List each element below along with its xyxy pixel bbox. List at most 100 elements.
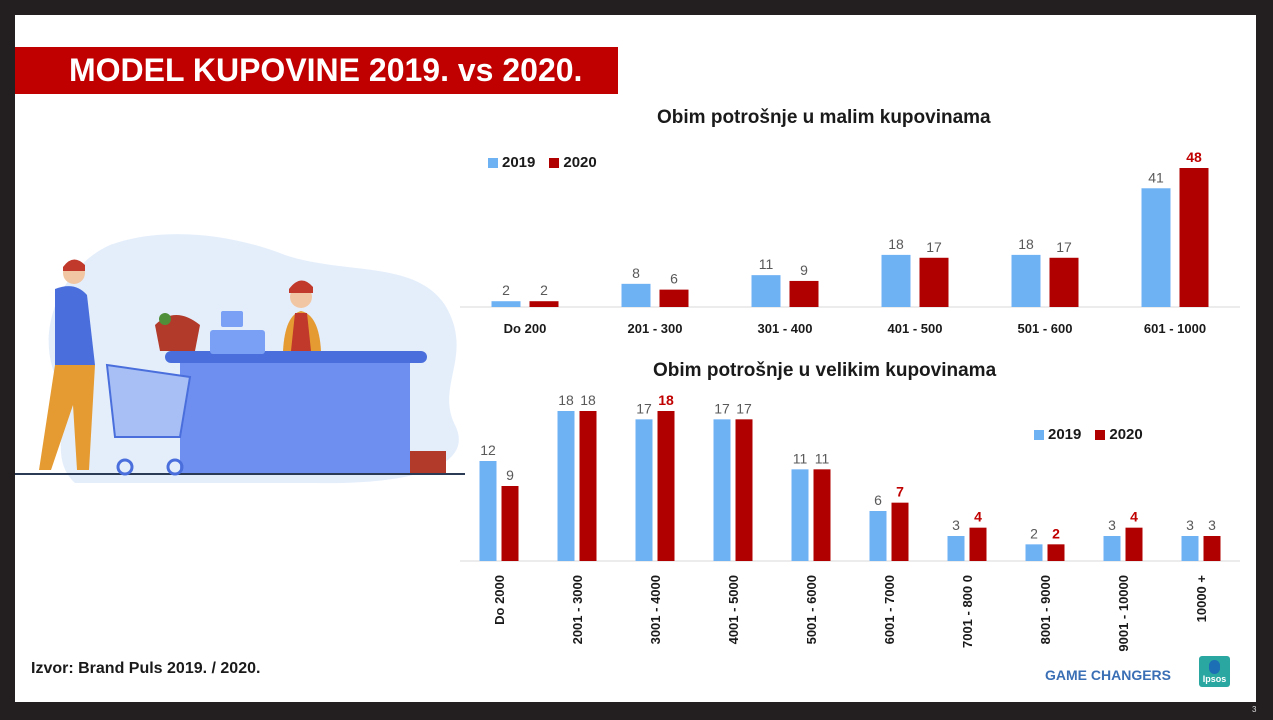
bar-2020 bbox=[919, 257, 949, 307]
x-tick-label: 6001 - 7000 bbox=[882, 575, 897, 644]
bar-2019 bbox=[1181, 536, 1199, 561]
data-label: 12 bbox=[480, 442, 496, 458]
bar-2020 bbox=[657, 411, 675, 561]
bar-2019 bbox=[1103, 536, 1121, 561]
x-tick-label: 7001 - 800 0 bbox=[960, 575, 975, 648]
data-label: 18 bbox=[558, 392, 574, 408]
data-label: 18 bbox=[658, 392, 674, 408]
data-label: 3 bbox=[1108, 517, 1116, 533]
x-tick-label: 9001 - 10000 bbox=[1116, 575, 1131, 652]
bar-2020 bbox=[891, 502, 909, 561]
data-label: 11 bbox=[815, 450, 830, 466]
chart-large-purchases: 12 9 Do 2000 18 18 2001 - 3000 17 18 3001 - 4000… bbox=[460, 392, 1240, 652]
chart-large-legend: 2019 2020 bbox=[1034, 426, 1157, 443]
ipsos-logo: Ipsos bbox=[1199, 656, 1230, 687]
bar-2020 bbox=[813, 469, 831, 561]
data-label: 9 bbox=[506, 467, 514, 483]
bar-2019 bbox=[881, 254, 911, 307]
x-tick-label: 401 - 500 bbox=[888, 321, 943, 336]
bar-2019 bbox=[621, 283, 651, 307]
x-tick-label: 5001 - 6000 bbox=[804, 575, 819, 644]
bar-2020 bbox=[501, 486, 519, 561]
chart-small-legend: 2019 2020 bbox=[488, 154, 611, 171]
data-label: 4 bbox=[974, 509, 982, 525]
bar-2020 bbox=[1047, 544, 1065, 561]
game-changers-text: GAME CHANGERS bbox=[1045, 667, 1172, 683]
data-label: 3 bbox=[1208, 517, 1216, 533]
data-label: 7 bbox=[896, 484, 904, 500]
bar-2020 bbox=[969, 527, 987, 561]
legend-label-2019: 2019 bbox=[502, 154, 536, 171]
bar-2020 bbox=[1125, 527, 1143, 561]
data-label: 11 bbox=[793, 450, 808, 466]
data-label: 17 bbox=[926, 239, 942, 255]
data-label: 2 bbox=[1052, 525, 1060, 541]
x-tick-label: 601 - 1000 bbox=[1144, 321, 1206, 336]
x-tick-label: 10000 + bbox=[1194, 575, 1209, 623]
data-label: 18 bbox=[888, 236, 904, 252]
legend-swatch-2019 bbox=[1034, 429, 1044, 440]
bar-2020 bbox=[1049, 257, 1079, 307]
title-banner: MODEL KUPOVINE 2019. vs 2020. bbox=[15, 47, 618, 94]
data-label: 9 bbox=[800, 262, 808, 278]
data-label: 18 bbox=[1018, 236, 1034, 252]
legend-label-2019: 2019 bbox=[1048, 426, 1082, 443]
data-label: 17 bbox=[714, 400, 730, 416]
chart-small-purchases: 2 2 Do 200 8 6 201 - 300 11 9 301 - 400 18 17 401 -… bbox=[460, 149, 1240, 336]
bar-2019 bbox=[947, 536, 965, 561]
bar-2019 bbox=[713, 419, 731, 561]
bar-2019 bbox=[1011, 254, 1041, 307]
bar-2019 bbox=[1025, 544, 1043, 561]
data-label: 41 bbox=[1148, 169, 1164, 185]
x-tick-label: 2001 - 3000 bbox=[570, 575, 585, 644]
data-label: 2 bbox=[540, 282, 548, 298]
data-label: 3 bbox=[1186, 517, 1194, 533]
x-tick-label: 301 - 400 bbox=[758, 321, 813, 336]
bar-2019 bbox=[491, 301, 521, 307]
bar-2019 bbox=[751, 275, 781, 307]
x-tick-label: 8001 - 9000 bbox=[1038, 575, 1053, 644]
data-label: 8 bbox=[632, 265, 640, 281]
bar-2019 bbox=[791, 469, 809, 561]
data-label: 3 bbox=[952, 517, 960, 533]
bar-2020 bbox=[1203, 536, 1221, 561]
page-title: MODEL KUPOVINE 2019. vs 2020. bbox=[69, 52, 583, 88]
bar-2020 bbox=[579, 411, 597, 561]
x-tick-label: Do 2000 bbox=[492, 575, 507, 625]
bar-2019 bbox=[635, 419, 653, 561]
slide: MODEL KUPOVINE 2019. vs 2020. Obim potro… bbox=[15, 15, 1256, 702]
data-label: 17 bbox=[1056, 239, 1072, 255]
bar-2019 bbox=[869, 511, 887, 561]
bar-2020 bbox=[735, 419, 753, 561]
bar-2020 bbox=[529, 301, 559, 307]
legend-swatch-2019 bbox=[488, 157, 498, 168]
data-label: 11 bbox=[759, 256, 774, 272]
x-tick-label: 201 - 300 bbox=[628, 321, 683, 336]
data-label: 17 bbox=[636, 400, 652, 416]
bar-2020 bbox=[789, 280, 819, 307]
chart-large-title: Obim potrošnje u velikim kupovinama bbox=[653, 360, 997, 381]
bar-2020 bbox=[1179, 168, 1209, 307]
data-label: 17 bbox=[736, 400, 752, 416]
x-tick-label: Do 200 bbox=[504, 321, 547, 336]
source-note: Izvor: Brand Puls 2019. / 2020. bbox=[31, 660, 261, 677]
legend-swatch-2020 bbox=[1095, 429, 1106, 440]
bar-2019 bbox=[557, 411, 575, 561]
legend-label-2020: 2020 bbox=[1109, 426, 1143, 443]
data-label: 4 bbox=[1130, 509, 1138, 525]
data-label: 18 bbox=[580, 392, 596, 408]
data-label: 6 bbox=[874, 492, 882, 508]
bar-2020 bbox=[659, 289, 689, 307]
data-label: 48 bbox=[1186, 149, 1202, 165]
x-tick-label: 3001 - 4000 bbox=[648, 575, 663, 644]
legend-swatch-2020 bbox=[549, 157, 560, 168]
bar-2019 bbox=[479, 461, 497, 561]
data-label: 6 bbox=[670, 271, 678, 287]
bar-2019 bbox=[1141, 188, 1171, 307]
x-tick-label: 501 - 600 bbox=[1018, 321, 1073, 336]
checkout-illustration bbox=[15, 234, 465, 484]
data-label: 2 bbox=[1030, 525, 1038, 541]
chart-small-title: Obim potrošnje u malim kupovinama bbox=[657, 107, 991, 128]
legend-label-2020: 2020 bbox=[563, 154, 597, 171]
data-label: 2 bbox=[502, 282, 510, 298]
